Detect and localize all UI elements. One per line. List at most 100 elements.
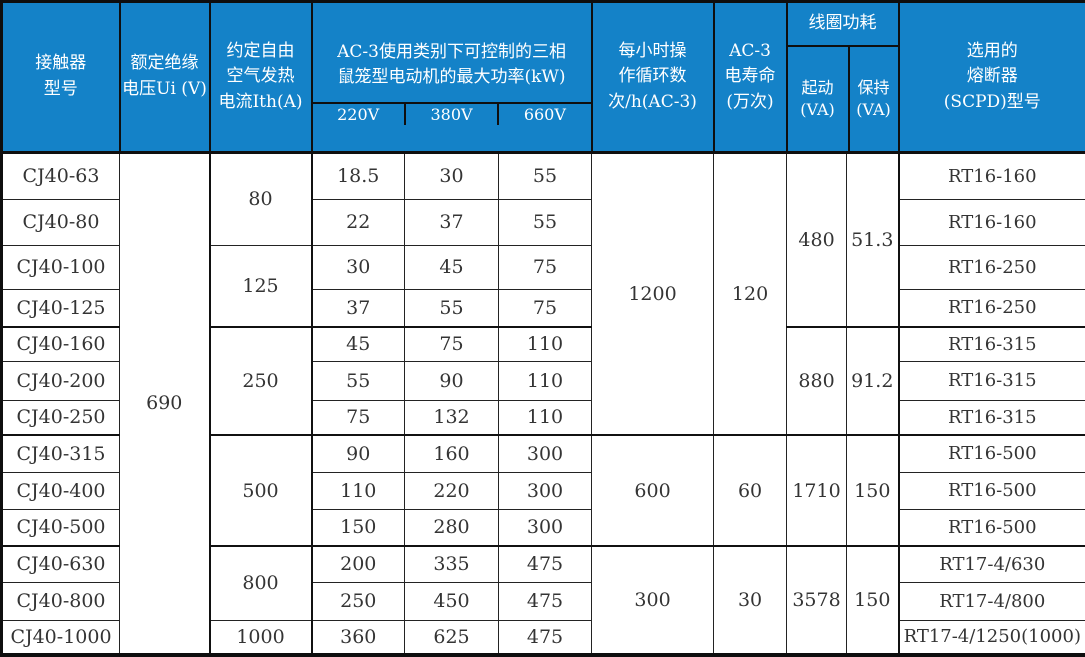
cell-power-380: 160: [405, 435, 499, 472]
header-fuse-model: 选用的 熔断器 (SCPD)型号: [899, 2, 1085, 153]
cell-power-220: 200: [312, 546, 405, 582]
cell-power-220: 30: [312, 245, 405, 289]
cell-power-220: 37: [312, 289, 405, 327]
cell-model: CJ40-160: [2, 327, 120, 361]
cell-power-660: 55: [499, 152, 592, 199]
cell-power-660: 110: [499, 327, 592, 361]
cell-coil-hold: 150: [847, 546, 899, 655]
cell-ith: 125: [210, 245, 312, 327]
header-voltage-220v: 220V: [313, 104, 404, 126]
cell-coil-hold: 91.2: [847, 327, 899, 435]
header-thermal-current: 约定自由 空气发热 电流Ith(A): [210, 2, 312, 153]
cell-model: CJ40-80: [2, 199, 120, 245]
cell-ith: 500: [210, 435, 312, 546]
cell-model: CJ40-100: [2, 245, 120, 289]
cell-power-380: 37: [405, 199, 499, 245]
cell-life: 60: [714, 435, 787, 546]
cell-power-380: 75: [405, 327, 499, 361]
header-rated-insulation-voltage: 额定绝缘 电压Ui (V): [120, 2, 210, 153]
cell-coil-start: 3578: [787, 546, 847, 655]
cell-power-380: 132: [405, 400, 499, 435]
cell-power-220: 250: [312, 582, 405, 620]
cell-power-220: 90: [312, 435, 405, 472]
cell-model: CJ40-500: [2, 509, 120, 546]
cell-power-380: 220: [405, 472, 499, 509]
cell-power-380: 45: [405, 245, 499, 289]
cell-cycles: 1200: [592, 152, 714, 435]
cell-power-660: 300: [499, 509, 592, 546]
header-coil-start: 起动 (VA): [788, 47, 848, 151]
cell-fuse: RT16-160: [899, 152, 1085, 199]
cell-ith: 1000: [210, 620, 312, 655]
cell-power-380: 55: [405, 289, 499, 327]
cell-ith: 250: [210, 327, 312, 435]
cell-fuse: RT17-4/1250(1000): [899, 620, 1085, 655]
cell-power-660: 110: [499, 400, 592, 435]
cell-model: CJ40-125: [2, 289, 120, 327]
cell-model: CJ40-63: [2, 152, 120, 199]
cell-ui: 690: [120, 152, 210, 655]
cell-model: CJ40-1000: [2, 620, 120, 655]
cell-cycles: 600: [592, 435, 714, 546]
cell-power-380: 30: [405, 152, 499, 199]
cell-fuse: RT17-4/800: [899, 582, 1085, 620]
cell-life: 30: [714, 546, 787, 655]
cell-power-660: 475: [499, 620, 592, 655]
cell-power-220: 110: [312, 472, 405, 509]
cell-fuse: RT16-500: [899, 435, 1085, 472]
cell-fuse: RT17-4/630: [899, 546, 1085, 582]
header-electrical-life: AC-3 电寿命 (万次): [714, 2, 787, 153]
cell-power-220: 150: [312, 509, 405, 546]
header-coil-power-group: 线圈功耗 起动 (VA) 保持 (VA): [787, 2, 899, 153]
cell-coil-start: 480: [787, 152, 847, 327]
cell-fuse: RT16-315: [899, 327, 1085, 361]
cell-power-220: 22: [312, 199, 405, 245]
cell-model: CJ40-630: [2, 546, 120, 582]
cell-model: CJ40-800: [2, 582, 120, 620]
cell-coil-start: 1710: [787, 435, 847, 546]
cell-power-220: 75: [312, 400, 405, 435]
cell-model: CJ40-200: [2, 361, 120, 400]
table-row: CJ40-63 690 80 18.5 30 55 1200 120 480 5…: [2, 152, 1085, 199]
header-row: 接触器 型号 额定绝缘 电压Ui (V) 约定自由 空气发热 电流Ith(A) …: [2, 2, 1085, 153]
header-voltage-380v: 380V: [404, 104, 497, 126]
cell-fuse: RT16-250: [899, 289, 1085, 327]
cell-power-660: 55: [499, 199, 592, 245]
cell-ith: 800: [210, 546, 312, 620]
cell-power-660: 75: [499, 245, 592, 289]
cell-coil-hold: 51.3: [847, 152, 899, 327]
header-cycles-per-hour: 每小时操 作循环数 次/h(AC-3): [592, 2, 714, 153]
cell-model: CJ40-400: [2, 472, 120, 509]
header-coil-hold: 保持 (VA): [848, 47, 898, 151]
cell-power-660: 475: [499, 546, 592, 582]
header-contactor-model: 接触器 型号: [2, 2, 120, 153]
cell-power-380: 280: [405, 509, 499, 546]
cell-fuse: RT16-160: [899, 199, 1085, 245]
cell-fuse: RT16-500: [899, 472, 1085, 509]
cell-fuse: RT16-315: [899, 400, 1085, 435]
cell-coil-hold: 150: [847, 435, 899, 546]
cell-coil-start: 880: [787, 327, 847, 435]
cell-fuse: RT16-315: [899, 361, 1085, 400]
cell-power-660: 110: [499, 361, 592, 400]
cell-power-660: 475: [499, 582, 592, 620]
cell-power-380: 335: [405, 546, 499, 582]
cell-power-660: 75: [499, 289, 592, 327]
cell-power-220: 45: [312, 327, 405, 361]
cell-cycles: 300: [592, 546, 714, 655]
header-ac3-power-title: AC-3使用类别下可控制的三相 鼠笼型电动机的最大功率(kW): [313, 29, 591, 104]
cell-power-660: 300: [499, 472, 592, 509]
header-ac3-power-group: AC-3使用类别下可控制的三相 鼠笼型电动机的最大功率(kW) 220V 380…: [312, 2, 592, 153]
cell-model: CJ40-250: [2, 400, 120, 435]
cell-fuse: RT16-250: [899, 245, 1085, 289]
cell-ith: 80: [210, 152, 312, 245]
contactor-spec-sheet: 接触器 型号 额定绝缘 电压Ui (V) 约定自由 空气发热 电流Ith(A) …: [0, 0, 1085, 627]
cell-power-660: 300: [499, 435, 592, 472]
cell-power-220: 55: [312, 361, 405, 400]
cell-power-380: 450: [405, 582, 499, 620]
cell-life: 120: [714, 152, 787, 435]
header-coil-power-title: 线圈功耗: [788, 3, 898, 47]
cell-power-220: 18.5: [312, 152, 405, 199]
cell-power-220: 360: [312, 620, 405, 655]
